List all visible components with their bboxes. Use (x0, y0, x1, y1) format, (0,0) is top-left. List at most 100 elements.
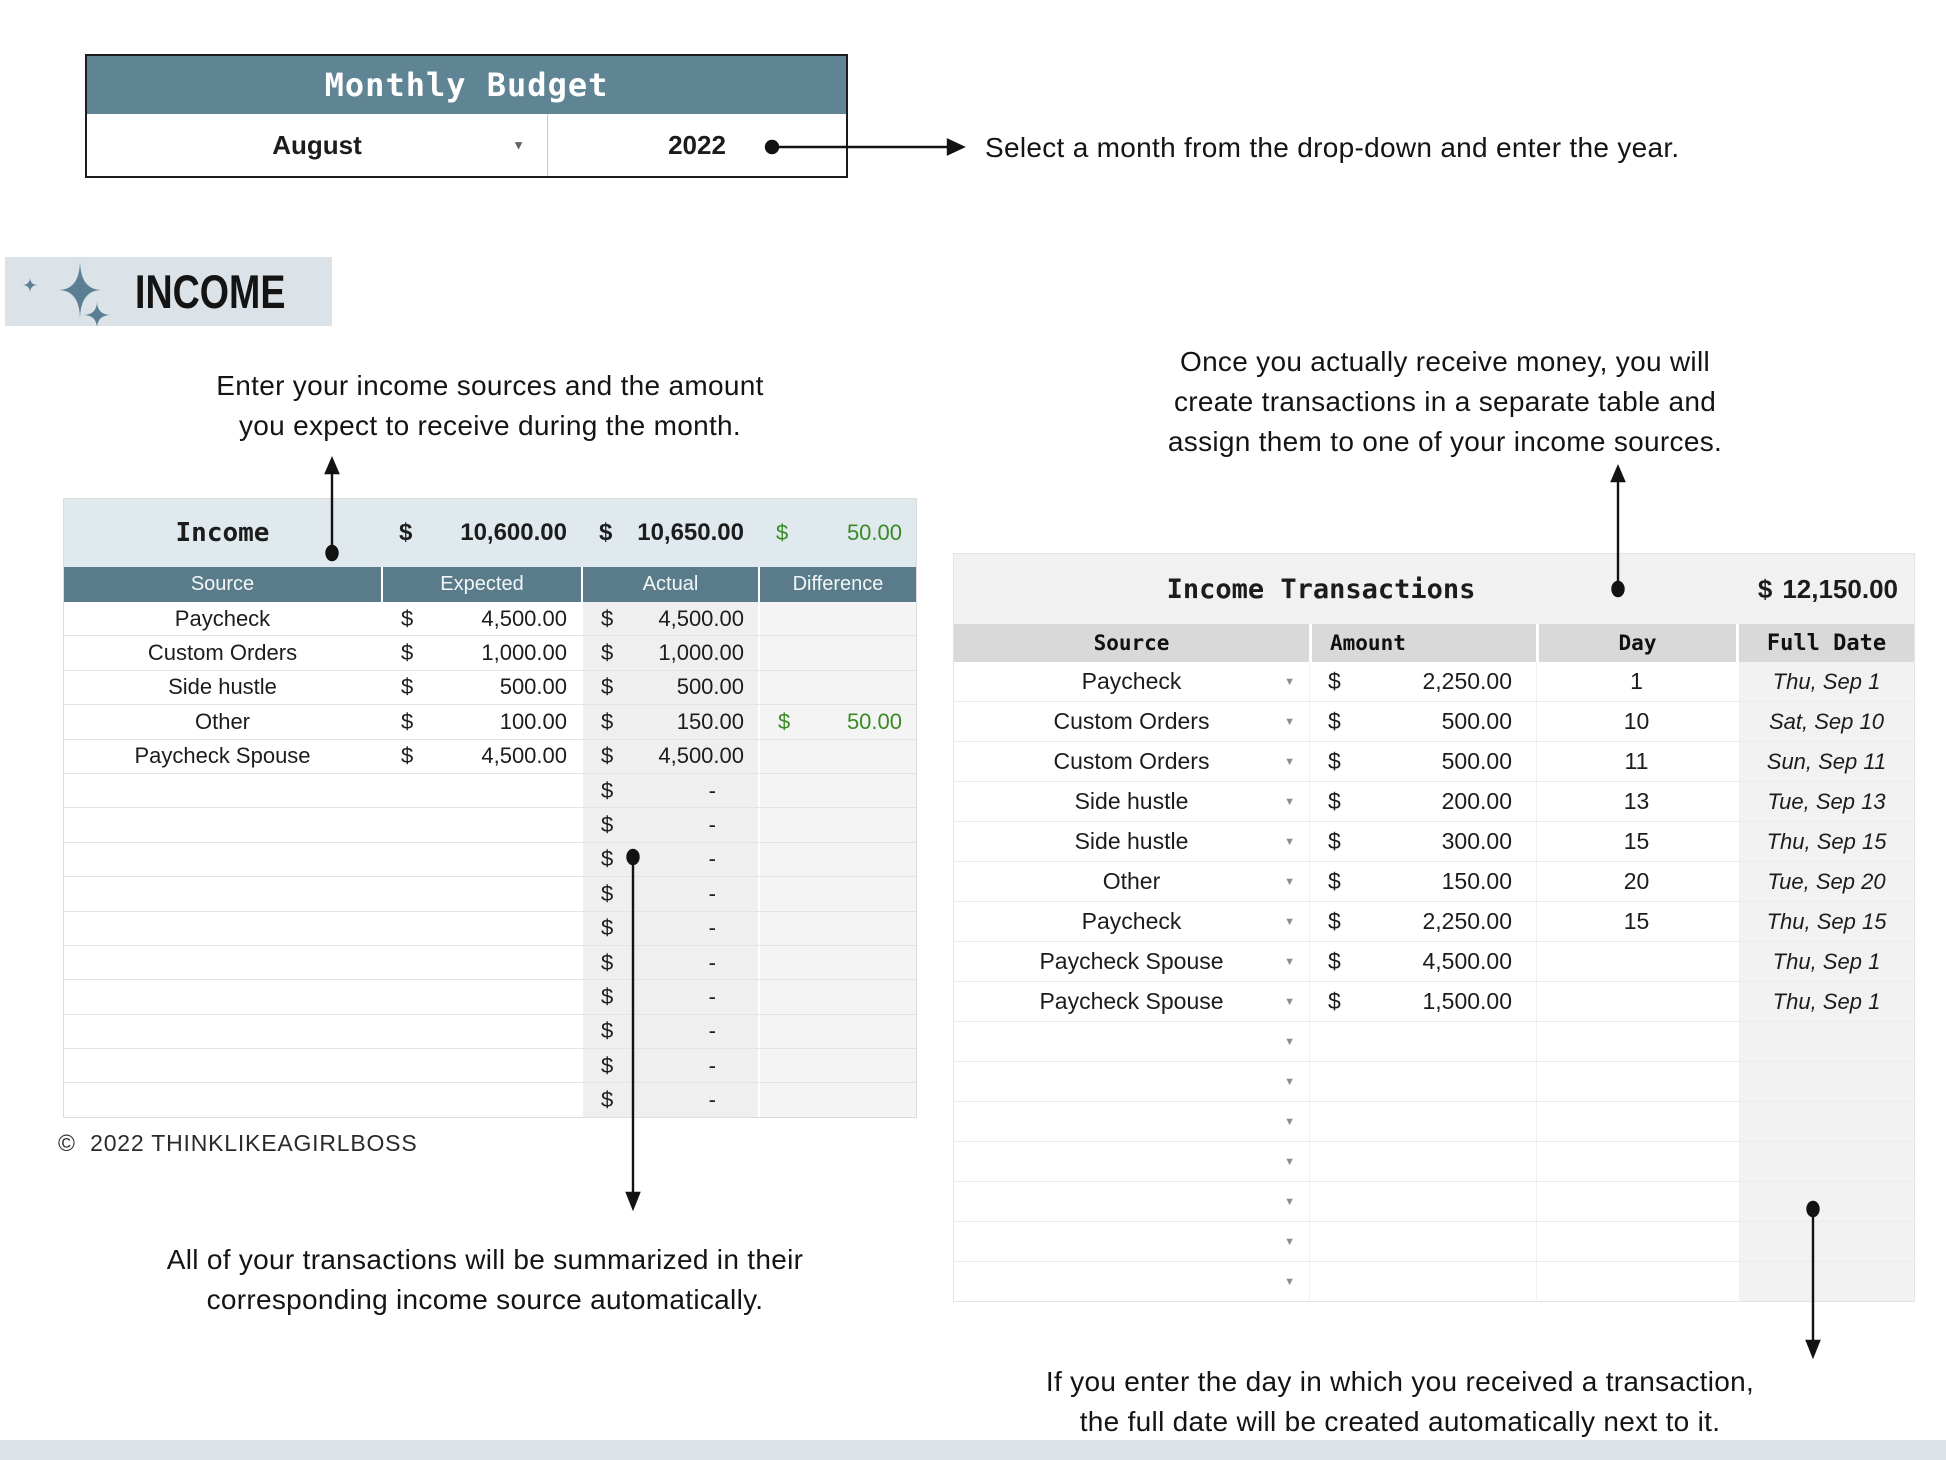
cell-difference[interactable] (758, 602, 916, 636)
cell-difference[interactable] (758, 1014, 916, 1049)
cell-amount[interactable] (1309, 1222, 1536, 1261)
cell-amount[interactable]: $2,250.00 (1309, 902, 1536, 941)
cell-source[interactable]: Paycheck Spouse ▼ (1039, 988, 1295, 1014)
cell-full-date[interactable] (1736, 1062, 1914, 1101)
cell-source[interactable]: Other (194, 708, 251, 734)
source-dropdown-icon[interactable]: ▼ (1284, 1235, 1295, 1248)
cell-source[interactable] (64, 1049, 381, 1082)
cell-difference[interactable] (758, 980, 916, 1014)
source-dropdown-icon[interactable]: ▼ (1284, 835, 1295, 848)
cell-full-date[interactable]: Thu, Sep 1 (1736, 982, 1914, 1021)
cell-expected[interactable] (381, 1014, 581, 1049)
cell-day[interactable] (1536, 1022, 1736, 1061)
cell-expected[interactable]: $100.00 (381, 705, 581, 739)
cell-full-date[interactable] (1736, 1142, 1914, 1181)
cell-difference[interactable] (758, 636, 916, 670)
cell-difference[interactable] (758, 773, 916, 808)
source-dropdown-icon[interactable]: ▼ (1284, 715, 1295, 728)
total-difference-cell[interactable]: $ 50.00 (776, 520, 902, 545)
cell-day[interactable] (1536, 1102, 1736, 1141)
month-dropdown-icon[interactable]: ▼ (512, 137, 525, 153)
cell-full-date[interactable] (1736, 1182, 1914, 1221)
cell-full-date[interactable]: Sun, Sep 11 (1736, 742, 1914, 781)
cell-full-date[interactable]: Thu, Sep 15 (1736, 822, 1914, 861)
cell-actual[interactable]: $150.00 (581, 705, 758, 739)
cell-day[interactable]: 20 (1536, 862, 1736, 901)
cell-full-date[interactable]: Thu, Sep 1 (1736, 942, 1914, 981)
cell-source[interactable]: Paycheck Spouse ▼ (1039, 948, 1295, 974)
cell-day[interactable] (1536, 982, 1736, 1021)
cell-difference[interactable] (758, 911, 916, 945)
cell-expected[interactable] (381, 1049, 581, 1083)
cell-actual[interactable]: $ - (581, 1014, 758, 1049)
source-dropdown-icon[interactable]: ▼ (1284, 875, 1295, 888)
cell-expected[interactable] (381, 911, 581, 945)
source-dropdown-icon[interactable]: ▼ (1284, 1155, 1295, 1168)
cell-actual[interactable]: $500.00 (581, 670, 758, 705)
cell-actual[interactable]: $ - (581, 1083, 758, 1117)
cell-expected[interactable]: $500.00 (381, 670, 581, 705)
cell-day[interactable]: 15 (1536, 822, 1736, 861)
cell-difference[interactable] (758, 842, 916, 877)
source-dropdown-icon[interactable]: ▼ (1284, 1275, 1295, 1288)
cell-day[interactable]: 1 (1536, 662, 1736, 701)
cell-expected[interactable] (381, 808, 581, 842)
source-dropdown-icon[interactable]: ▼ (1284, 1115, 1295, 1128)
cell-actual[interactable]: $ - (581, 945, 758, 980)
cell-full-date[interactable]: Thu, Sep 15 (1736, 902, 1914, 941)
cell-difference[interactable] (758, 808, 916, 842)
cell-expected[interactable]: $4,500.00 (381, 739, 581, 773)
cell-actual[interactable]: $ - (581, 842, 758, 877)
cell-source[interactable] (64, 774, 381, 807)
cell-amount[interactable] (1309, 1022, 1536, 1061)
cell-source[interactable]: Custom Orders ▼ (1053, 748, 1295, 774)
cell-source[interactable]: Paycheck ▼ (1081, 908, 1295, 934)
cell-amount[interactable] (1309, 1102, 1536, 1141)
cell-full-date[interactable] (1736, 1222, 1914, 1261)
cell-source[interactable]: Side hustle ▼ (1074, 828, 1295, 854)
cell-difference[interactable] (758, 877, 916, 911)
cell-source[interactable] (64, 980, 381, 1013)
cell-source[interactable]: ▼ (954, 1222, 1309, 1261)
source-dropdown-icon[interactable]: ▼ (1284, 1075, 1295, 1088)
cell-difference[interactable] (758, 1049, 916, 1083)
cell-actual[interactable]: $ - (581, 980, 758, 1014)
cell-amount[interactable]: $1,500.00 (1309, 982, 1536, 1021)
month-select-cell[interactable]: August ▼ (87, 114, 548, 176)
cell-expected[interactable] (381, 980, 581, 1014)
cell-actual[interactable]: $ - (581, 808, 758, 842)
cell-source[interactable]: Side hustle ▼ (1074, 788, 1295, 814)
cell-full-date[interactable]: Sat, Sep 10 (1736, 702, 1914, 741)
total-actual-cell[interactable]: $ 10,650.00 (599, 519, 744, 546)
total-expected-cell[interactable]: $ 10,600.00 (399, 519, 567, 546)
source-dropdown-icon[interactable]: ▼ (1284, 1035, 1295, 1048)
cell-source[interactable]: ▼ (954, 1102, 1309, 1141)
cell-day[interactable]: 10 (1536, 702, 1736, 741)
cell-source[interactable] (64, 808, 381, 841)
cell-amount[interactable] (1309, 1182, 1536, 1221)
cell-difference[interactable] (758, 670, 916, 705)
cell-difference[interactable] (758, 739, 916, 773)
source-dropdown-icon[interactable]: ▼ (1284, 755, 1295, 768)
cell-day[interactable] (1536, 1222, 1736, 1261)
cell-full-date[interactable] (1736, 1022, 1914, 1061)
cell-source[interactable]: ▼ (954, 1142, 1309, 1181)
cell-full-date[interactable] (1736, 1102, 1914, 1141)
cell-full-date[interactable]: Thu, Sep 1 (1736, 662, 1914, 701)
cell-source[interactable]: Paycheck (174, 605, 271, 631)
cell-amount[interactable]: $500.00 (1309, 702, 1536, 741)
income-table-title[interactable]: Income (175, 518, 270, 548)
cell-amount[interactable]: $200.00 (1309, 782, 1536, 821)
transactions-table-title[interactable]: Income Transactions (1166, 573, 1476, 605)
cell-source[interactable]: ▼ (954, 1022, 1309, 1061)
transactions-total-cell[interactable]: $12,150.00 (1757, 573, 1898, 604)
cell-difference[interactable]: $50.00 (758, 705, 916, 739)
cell-source[interactable] (64, 843, 381, 876)
cell-full-date[interactable]: Tue, Sep 13 (1736, 782, 1914, 821)
source-dropdown-icon[interactable]: ▼ (1284, 675, 1295, 688)
cell-actual[interactable]: $ - (581, 911, 758, 945)
cell-actual[interactable]: $4,500.00 (581, 602, 758, 636)
cell-source[interactable]: ▼ (954, 1062, 1309, 1101)
cell-expected[interactable]: $1,000.00 (381, 636, 581, 670)
cell-expected[interactable]: $4,500.00 (381, 602, 581, 636)
